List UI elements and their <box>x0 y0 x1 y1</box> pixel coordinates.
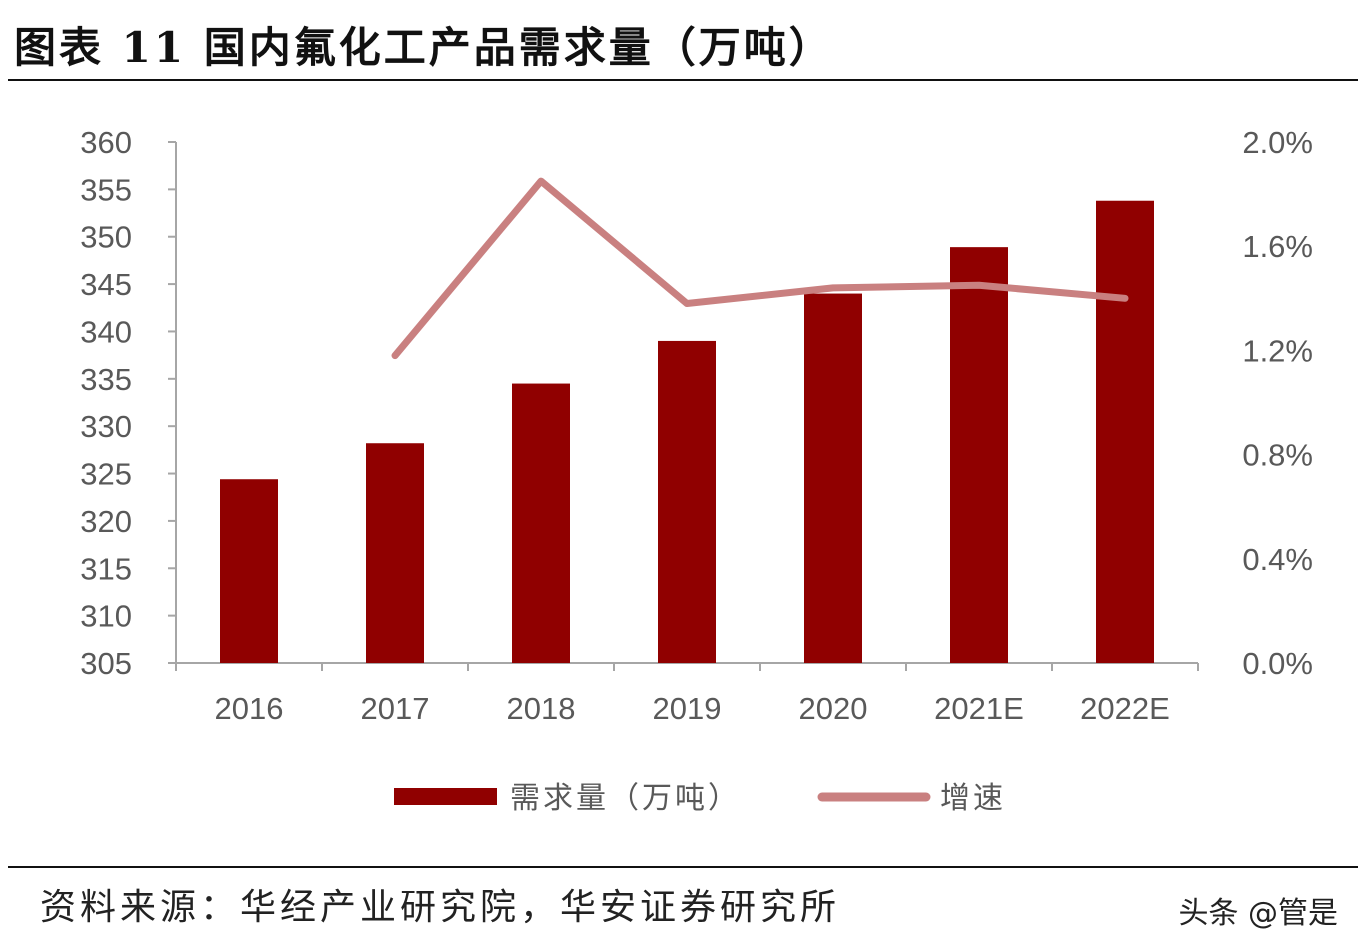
left-tick-label: 330 <box>80 409 132 444</box>
legend-line-label: 增速 <box>940 781 1006 816</box>
bar <box>220 479 278 663</box>
left-tick-label: 355 <box>80 172 132 207</box>
bar <box>658 340 716 663</box>
left-tick-label: 350 <box>80 220 132 255</box>
bar <box>1096 200 1154 664</box>
left-tick-label: 345 <box>80 267 132 302</box>
x-tick-label: 2021E <box>934 691 1024 726</box>
watermark: 头条 @管是 <box>1178 896 1338 931</box>
x-tick-label: 2017 <box>361 691 430 726</box>
left-tick-label: 340 <box>80 314 132 349</box>
bar <box>804 293 862 663</box>
right-tick-label: 0.8% <box>1242 438 1313 473</box>
legend-bar-swatch <box>394 788 497 805</box>
left-tick-label: 315 <box>80 551 132 586</box>
left-tick-label: 310 <box>80 599 132 634</box>
legend-bar-label: 需求量（万吨） <box>510 781 741 816</box>
x-tick-label: 2022E <box>1080 691 1170 726</box>
left-tick-label: 335 <box>80 362 132 397</box>
title-divider <box>8 79 1358 81</box>
right-tick-label: 1.2% <box>1242 333 1313 368</box>
source-note: 资料来源：华经产业研究院，华安证券研究所 <box>40 887 841 928</box>
bar <box>366 443 424 663</box>
chart-title: 图表 11 国内氟化工产品需求量（万吨） <box>14 23 834 72</box>
right-tick-label: 1.6% <box>1242 229 1313 264</box>
bar <box>950 247 1008 663</box>
left-tick-label: 305 <box>80 646 132 681</box>
bar <box>512 383 570 663</box>
right-tick-label: 0.0% <box>1242 646 1313 681</box>
x-tick-label: 2016 <box>215 691 284 726</box>
left-tick-label: 325 <box>80 457 132 492</box>
x-tick-label: 2019 <box>653 691 722 726</box>
x-tick-label: 2020 <box>799 691 868 726</box>
x-tick-label: 2018 <box>507 691 576 726</box>
growth-line <box>391 177 1129 360</box>
footer-divider <box>8 866 1358 868</box>
right-tick-label: 0.4% <box>1242 542 1313 577</box>
left-tick-label: 320 <box>80 504 132 539</box>
right-tick-label: 2.0% <box>1242 125 1313 160</box>
left-tick-label: 360 <box>80 125 132 160</box>
